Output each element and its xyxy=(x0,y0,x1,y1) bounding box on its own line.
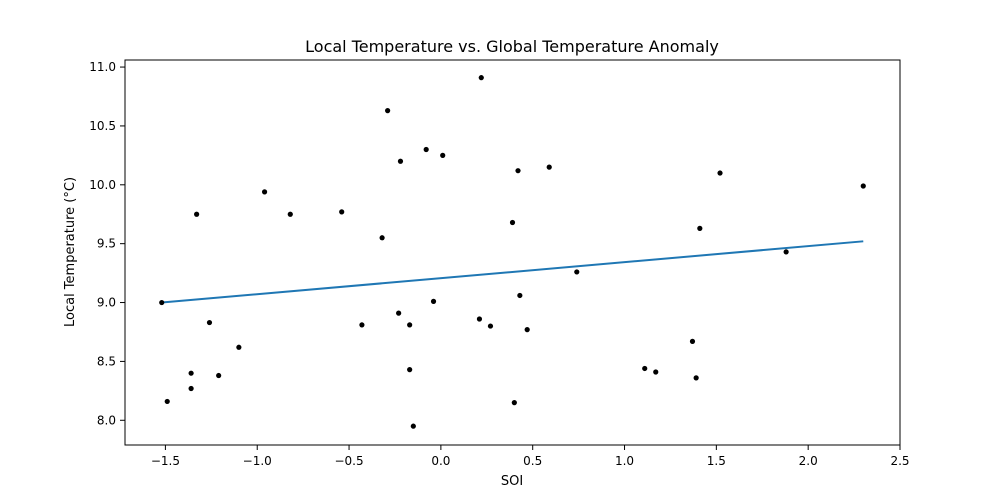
data-point xyxy=(476,316,483,322)
data-point xyxy=(236,344,242,350)
x-tick-label: 1.0 xyxy=(615,454,634,468)
y-tick-label: 9.5 xyxy=(97,237,116,251)
data-point xyxy=(396,310,402,316)
data-point xyxy=(194,211,200,217)
data-point xyxy=(511,400,517,406)
data-point xyxy=(206,319,213,326)
data-point xyxy=(188,370,194,376)
data-point xyxy=(440,152,446,158)
data-point xyxy=(287,211,293,217)
data-point xyxy=(359,322,365,328)
y-axis-label: Local Temperature (°C) xyxy=(63,177,78,327)
data-point xyxy=(515,168,521,174)
y-tick-label: 8.0 xyxy=(97,413,116,427)
data-point xyxy=(423,146,429,153)
data-point xyxy=(379,235,385,241)
data-point xyxy=(164,398,170,405)
data-point xyxy=(524,327,530,333)
fit-line-layer xyxy=(161,240,864,304)
y-tick-label: 8.5 xyxy=(97,354,116,368)
x-tick-label: −0.5 xyxy=(334,454,363,468)
data-point xyxy=(397,158,404,164)
data-point xyxy=(188,385,194,392)
data-point xyxy=(407,322,413,328)
data-point xyxy=(546,164,552,170)
plot-area xyxy=(124,59,901,446)
x-axis: −1.5 −1.0 −0.5 0.0 0.5 1.0 1.5 2.0 2.5 xyxy=(151,445,910,468)
data-point xyxy=(697,225,703,231)
data-point xyxy=(517,292,523,299)
data-point xyxy=(717,170,723,176)
data-point xyxy=(410,423,416,429)
axes-frame xyxy=(124,59,901,446)
data-point xyxy=(487,323,494,329)
data-point xyxy=(642,365,648,372)
data-point xyxy=(693,375,699,381)
chart-title: Local Temperature vs. Global Temperature… xyxy=(305,37,719,56)
x-tick-label: 2.5 xyxy=(890,454,909,468)
y-axis: 8.0 8.5 9.0 9.5 10.0 10.5 11.0 xyxy=(89,60,125,427)
y-tick-label: 10.0 xyxy=(89,178,116,192)
fit-line xyxy=(161,240,864,304)
data-point xyxy=(689,338,696,344)
data-point xyxy=(339,209,345,215)
x-tick-label: −1.0 xyxy=(243,454,272,468)
y-tick-label: 11.0 xyxy=(89,60,116,74)
x-tick-label: 0.5 xyxy=(523,454,542,468)
data-point xyxy=(385,108,391,114)
y-tick-label: 9.0 xyxy=(97,296,116,310)
x-axis-label: SOI xyxy=(501,474,523,489)
data-point xyxy=(783,249,789,255)
data-point xyxy=(261,189,268,195)
data-point xyxy=(574,269,580,275)
data-point xyxy=(478,75,484,81)
data-point xyxy=(860,183,866,189)
y-tick-label: 10.5 xyxy=(89,119,116,133)
data-point xyxy=(159,299,165,306)
data-point xyxy=(216,372,222,379)
points-layer xyxy=(159,75,866,429)
x-tick-label: 0.0 xyxy=(431,454,450,468)
data-point xyxy=(509,219,516,226)
data-point xyxy=(653,369,659,375)
data-point xyxy=(430,298,437,304)
x-tick-label: 1.5 xyxy=(707,454,726,468)
data-point xyxy=(407,367,413,373)
x-tick-label: −1.5 xyxy=(151,454,180,468)
x-tick-label: 2.0 xyxy=(799,454,818,468)
